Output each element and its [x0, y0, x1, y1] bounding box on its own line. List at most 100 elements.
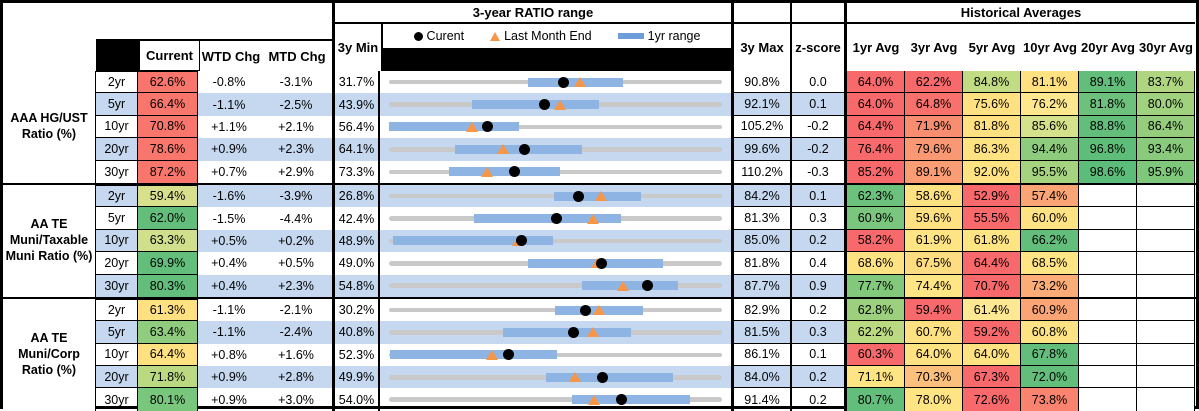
cell-avg-20yr-avg: [1079, 207, 1137, 230]
current-dot-icon: [538, 99, 550, 111]
last-month-end-triangle-icon: [586, 213, 599, 224]
tenor-label: 2yr: [96, 71, 137, 94]
last-month-end-triangle-icon: [486, 349, 499, 360]
last-month-end-triangle-icon: [587, 394, 600, 405]
tenor-label: 10yr: [96, 116, 137, 139]
cell-3y-min: 48.9%: [332, 229, 380, 253]
current-dot-icon: [551, 213, 563, 225]
one-year-range-bar: [393, 236, 554, 246]
cell-avg-30yr-avg: [1137, 321, 1195, 344]
cell-z-score: 0.9: [790, 274, 847, 297]
current-dot-icon: [516, 235, 528, 247]
cell-avg-20yr-avg: 98.6%: [1079, 160, 1137, 183]
table-row: 2yr 59.4% -1.6% -3.9% 26.8% 84.2% 0.1 62.3% 58.6…: [96, 184, 1196, 208]
cell-z-score: 0.2: [790, 298, 847, 322]
cell-current: 71.8%: [137, 366, 198, 389]
cell-avg-5yr-avg: 75.6%: [963, 93, 1021, 116]
legend-last-month-end: Last Month End: [490, 29, 592, 43]
cell-3y-max: 84.2%: [734, 184, 790, 208]
one-year-range-bar: [474, 214, 622, 224]
cell-mtd-chg: +2.1%: [278, 119, 314, 134]
cell-avg-1yr-avg: 60.9%: [847, 207, 905, 230]
tenor-header-black-cell: [96, 39, 137, 71]
cell-current: 63.3%: [137, 229, 198, 253]
last-month-end-triangle-icon: [594, 191, 607, 202]
cell-avg-3yr-avg: 78.0%: [905, 388, 963, 411]
cell-avg-20yr-avg: 96.8%: [1079, 138, 1137, 161]
row-group: AAA HG/UST Ratio (%) 2yr 62.6% -0.8% -3.1% 31…: [3, 71, 1196, 183]
cell-z-score: 0.2: [790, 229, 847, 253]
last-month-end-triangle-icon: [481, 166, 494, 177]
last-month-end-triangle-icon: [554, 99, 567, 110]
cell-avg-1yr-avg: 62.8%: [847, 298, 905, 322]
cell-avg-20yr-avg: [1079, 321, 1137, 344]
tenor-label: 30yr: [104, 164, 129, 179]
header-max-zone: 3y Max: [734, 3, 790, 71]
cell-wtd-chg: +1.1%: [211, 119, 247, 134]
cell-wtd-chg: +0.9%: [211, 392, 247, 407]
last-month-end-triangle-icon: [490, 31, 501, 41]
cell-z-score: 0.0: [790, 71, 847, 94]
cell-3y-max: 81.5%: [734, 321, 790, 344]
column-header-wtd-chg: WTD Chg: [201, 48, 261, 64]
cell-avg-5yr-avg: 61.8%: [963, 229, 1021, 253]
cell-mtd-chg: -3.9%: [260, 184, 332, 208]
cell-avg-10yr-avg: 60.9%: [1021, 298, 1079, 322]
cell-3y-min: 49.9%: [332, 366, 380, 389]
cell-avg-1yr-avg: 62.2%: [847, 321, 905, 344]
cell-avg-10yr-avg: 73.2%: [1021, 274, 1079, 297]
header-spacer-z: [792, 3, 844, 24]
cell-avg-30yr-avg: [1137, 388, 1195, 411]
column-header-3y-max: 3y Max: [740, 40, 784, 55]
cell-3y-max: 81.8%: [734, 252, 790, 275]
cell-mtd-chg: +2.3%: [260, 138, 332, 161]
cell-avg-20yr-avg: [1079, 274, 1137, 297]
current-dot-icon: [519, 143, 531, 155]
cell-avg-3yr-avg: 62.2%: [905, 71, 963, 94]
cell-3y-min: 52.3%: [332, 343, 380, 367]
cell-3y-max: 86.1%: [734, 344, 790, 367]
cell-z-score: 0.4: [790, 252, 847, 275]
avg-column-header-2: 3yr Avg: [910, 40, 958, 55]
cell-avg-20yr-avg: [1079, 184, 1137, 208]
cell-mtd-chg: -4.4%: [279, 211, 313, 226]
cell-mtd-chg: -3.1%: [279, 75, 313, 90]
cell-avg-1yr-avg: 85.2%: [847, 160, 905, 183]
cell-wtd-chg: -1.1%: [198, 321, 260, 344]
legend-last-month-end-label: Last Month End: [504, 29, 592, 43]
cell-z-score: 0.3: [790, 207, 847, 230]
cell-3y-max: 84.0%: [734, 366, 790, 389]
current-dot-icon: [502, 349, 514, 361]
cell-avg-5yr-avg: 64.0%: [963, 343, 1021, 367]
cell-current: 78.6%: [137, 138, 198, 161]
current-dot-icon: [568, 326, 580, 338]
cell-avg-1yr-avg: 58.2%: [847, 229, 905, 253]
one-year-range-bar: [454, 144, 583, 154]
tenor-label: 2yr: [96, 184, 137, 208]
cell-avg-30yr-avg: [1137, 298, 1195, 322]
ratio-range-chart: [380, 160, 734, 183]
tenor-label: 20yr: [96, 138, 137, 161]
cell-avg-30yr-avg: 80.0%: [1137, 93, 1195, 116]
cell-z-score: 0.2: [790, 388, 847, 411]
cell-avg-10yr-avg: 68.5%: [1021, 252, 1079, 275]
one-year-range-bar: [546, 372, 674, 382]
current-dot-icon: [572, 190, 584, 202]
avg-column-header-5: 20yr Avg: [1081, 40, 1135, 55]
ratio-range-chart: [380, 115, 734, 139]
cell-avg-10yr-avg: 94.4%: [1021, 138, 1079, 161]
cell-avg-3yr-avg: 60.7%: [905, 321, 963, 344]
cell-avg-30yr-avg: 83.7%: [1137, 71, 1195, 94]
cell-avg-1yr-avg: 60.3%: [847, 343, 905, 367]
cell-wtd-chg: +0.4%: [211, 256, 247, 271]
cell-avg-20yr-avg: [1079, 298, 1137, 322]
one-year-range-bar: [502, 327, 632, 337]
tenor-label: 5yr: [96, 321, 137, 344]
ratio-track: [388, 283, 723, 288]
cell-current: 80.1%: [137, 388, 198, 411]
cell-wtd-chg: -1.1%: [198, 93, 260, 116]
column-header-mtd-chg: MTD Chg: [268, 48, 326, 64]
ratio-range-chart: [380, 343, 734, 367]
one-year-range-bar: [388, 122, 520, 132]
chart-legend: Curent Last Month End 1yr range: [383, 24, 731, 48]
